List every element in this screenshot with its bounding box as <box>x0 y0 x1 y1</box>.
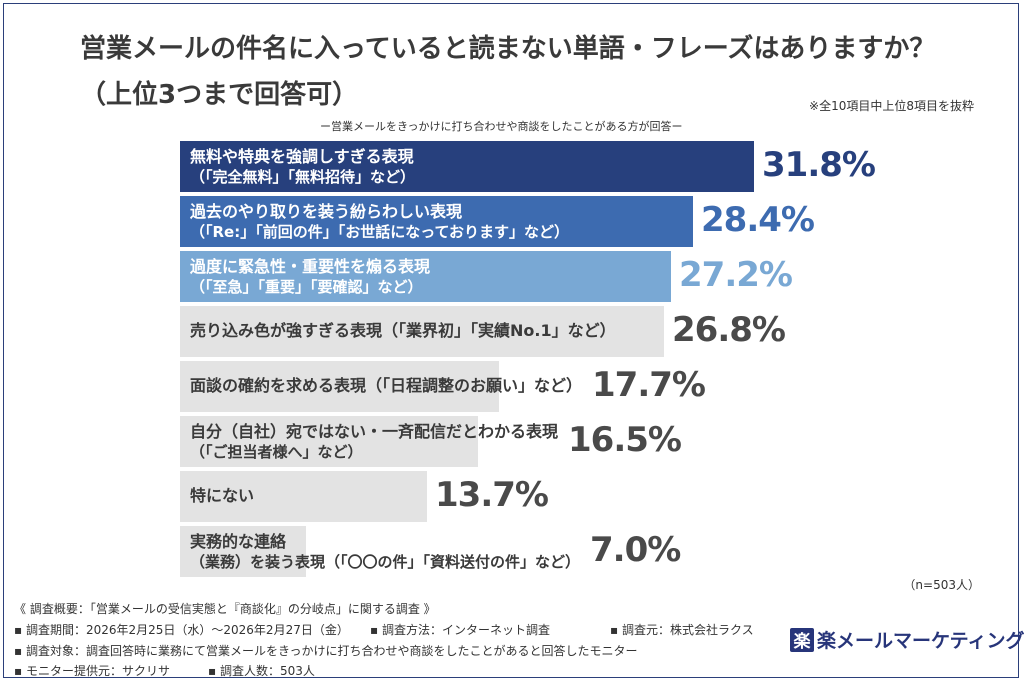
survey-source: ▪ 調査元：株式会社ラクス <box>610 623 754 637</box>
brand-logo: 楽 楽メールマーケティング <box>790 626 1024 653</box>
logo-mark-icon: 楽 <box>790 627 814 652</box>
chart-title-sub: （上位3つまで回答可） <box>80 80 359 110</box>
survey-overview: 《 調査概要：「営業メールの受信実態と『商談化』の分岐点」に関する調査 》 <box>14 602 436 616</box>
logo-text: 楽メールマーケティング <box>817 630 1024 652</box>
extract-note: ※全10項目中上位8項目を抜粋 <box>809 99 974 113</box>
survey-method: ▪ 調査方法：インターネット調査 <box>370 623 550 637</box>
outer-frame <box>3 3 1019 678</box>
survey-target: ▪ 調査対象：調査回答時に業務にて営業メールをきっかけに打ち合わせや商談をしたこ… <box>14 644 638 658</box>
sample-size: （n=503人） <box>903 578 980 592</box>
chart-title: 営業メールの件名に入っていると読まない単語・フレーズはありますか？ <box>80 34 936 64</box>
survey-period: ▪ 調査期間：2026年2月25日（水）〜2026年2月27日（金） <box>14 623 349 637</box>
survey-count: ▪ 調査人数：503人 <box>208 664 315 678</box>
monitor-provider: ▪ モニター提供元：サクリサ <box>14 664 170 678</box>
respondent-note: ー営業メールをきっかけに打ち合わせや商談をしたことがある方が回答ー <box>320 120 683 133</box>
